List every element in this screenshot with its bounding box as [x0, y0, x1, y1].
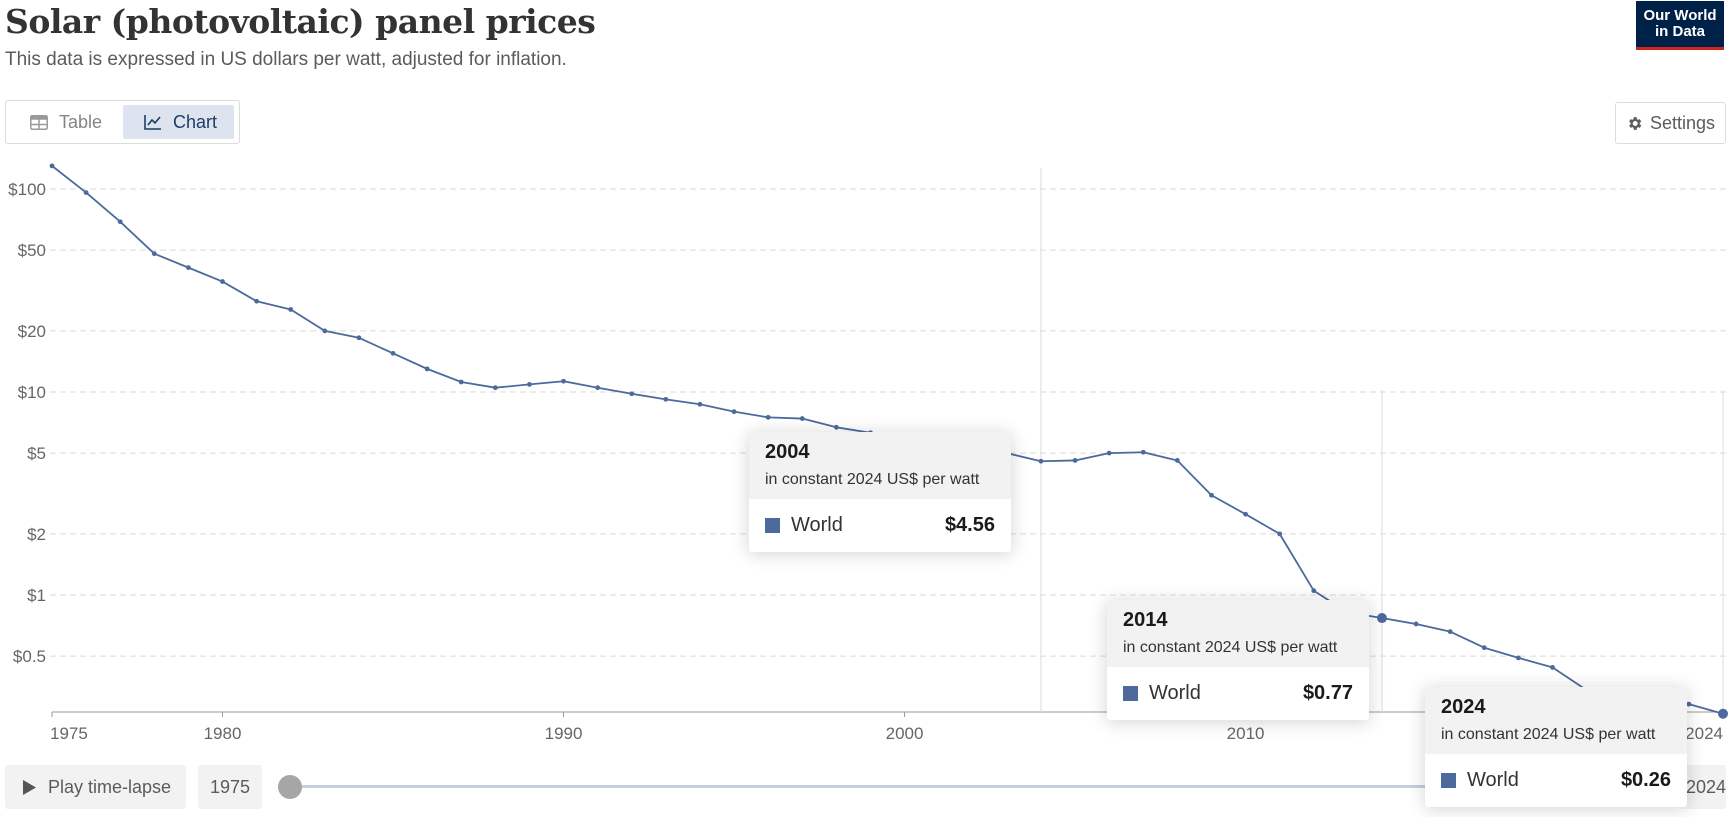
- data-point: [1413, 621, 1419, 627]
- data-point: [1686, 701, 1692, 707]
- tooltip-2024: 2024 in constant 2024 US$ per watt World…: [1425, 687, 1687, 807]
- data-point: [424, 366, 430, 372]
- tooltip-2004: 2004 in constant 2024 US$ per watt World…: [749, 432, 1011, 552]
- settings-label: Settings: [1649, 112, 1716, 133]
- data-point: [322, 328, 328, 334]
- data-point: [1140, 449, 1146, 455]
- settings-button[interactable]: Settings: [1615, 102, 1726, 144]
- data-point: [1481, 645, 1487, 651]
- tab-table[interactable]: Table: [10, 105, 122, 139]
- data-point: [1550, 664, 1555, 670]
- tooltip-entity: World: [791, 514, 843, 536]
- data-point: [1209, 492, 1214, 498]
- y-tick-label: $5: [27, 444, 46, 463]
- legend-swatch: [1123, 686, 1138, 701]
- tooltip-2014: 2014 in constant 2024 US$ per watt World…: [1107, 600, 1369, 720]
- tooltip-unit: in constant 2024 US$ per watt: [765, 471, 980, 488]
- data-point: [1718, 708, 1728, 719]
- data-point: [833, 424, 839, 430]
- play-label: Play time-lapse: [48, 776, 172, 797]
- logo-line-1: Our World: [1643, 7, 1717, 24]
- data-point: [527, 382, 532, 387]
- data-point: [629, 391, 635, 397]
- y-tick-label: $100: [8, 180, 46, 199]
- tooltip-value: $0.26: [1620, 769, 1671, 791]
- timeline-start-year[interactable]: 1975: [198, 765, 262, 809]
- timeline-end-year[interactable]: 2024: [1680, 765, 1726, 809]
- tooltip-value: $0.77: [1302, 682, 1353, 704]
- tooltip-unit: in constant 2024 US$ per watt: [1123, 639, 1338, 656]
- timeline-slider-track[interactable]: [290, 785, 1690, 788]
- data-point: [390, 350, 396, 356]
- x-tick-label: 2000: [886, 724, 924, 743]
- tooltip-year: 2014: [1123, 609, 1168, 631]
- data-point: [731, 409, 737, 415]
- gear-icon: [1629, 116, 1642, 130]
- data-point: [83, 190, 89, 195]
- data-point: [561, 378, 566, 384]
- data-point: [1072, 458, 1078, 463]
- y-tick-label: $0.5: [13, 647, 46, 666]
- data-point: [49, 163, 55, 169]
- line-chart-icon: [144, 115, 161, 130]
- timeline-slider-handle[interactable]: [278, 775, 302, 799]
- y-tick-label: $1: [27, 586, 46, 605]
- data-point: [186, 265, 191, 271]
- data-point: [254, 298, 260, 304]
- data-point: [799, 416, 805, 421]
- data-point: [595, 385, 601, 391]
- x-tick-label: 2010: [1227, 724, 1265, 743]
- x-tick-label: 2024: [1685, 724, 1723, 743]
- data-point: [1106, 450, 1112, 456]
- data-point: [1311, 588, 1317, 594]
- data-point: [1243, 511, 1248, 517]
- tooltip-value: $4.56: [944, 514, 995, 536]
- legend-swatch: [1441, 773, 1456, 788]
- data-point: [765, 414, 771, 420]
- tooltip-year: 2004: [765, 441, 810, 463]
- data-point: [1447, 629, 1453, 635]
- data-point: [1277, 531, 1283, 537]
- data-point: [458, 379, 464, 385]
- tooltip-entity: World: [1467, 769, 1519, 791]
- x-tick-label: 1975: [50, 724, 88, 743]
- line-chart[interactable]: $100 $50 $20 $10 $5 $2 $1 $0.5 1975 1980 1990 2000 2…: [0, 160, 1731, 760]
- y-tick-label: $50: [18, 241, 46, 260]
- chart-subtitle: This data is expressed in US dollars per…: [5, 49, 567, 70]
- y-tick-label: $2: [27, 525, 46, 544]
- data-point: [151, 251, 157, 257]
- table-icon: [30, 114, 48, 130]
- play-icon: [23, 779, 36, 795]
- owid-logo[interactable]: Our World in Data: [1636, 1, 1724, 50]
- logo-line-2: in Data: [1654, 23, 1705, 40]
- play-timelapse-button[interactable]: Play time-lapse: [5, 765, 186, 809]
- chart-title: Solar (photovoltaic) panel prices: [5, 2, 596, 41]
- data-point: [288, 307, 294, 312]
- view-tabs: Table Chart: [5, 100, 240, 144]
- x-tick-label: 1980: [204, 724, 242, 743]
- data-point: [356, 335, 362, 341]
- data-point: [492, 385, 498, 391]
- tab-table-label: Table: [59, 111, 103, 132]
- tooltip-entity: World: [1149, 682, 1201, 704]
- data-point: [697, 401, 703, 407]
- tab-chart-label: Chart: [173, 111, 218, 132]
- y-tick-label: $20: [18, 322, 46, 341]
- data-point: [663, 396, 669, 402]
- data-point: [1515, 655, 1521, 661]
- tab-chart[interactable]: Chart: [123, 105, 234, 139]
- legend-swatch: [765, 518, 780, 533]
- x-tick-label: 1990: [545, 724, 583, 743]
- data-point: [1174, 458, 1180, 463]
- tooltip-unit: in constant 2024 US$ per watt: [1441, 726, 1656, 743]
- data-point: [117, 219, 123, 225]
- data-point: [220, 279, 225, 284]
- data-point: [1038, 458, 1044, 464]
- tooltip-year: 2024: [1441, 696, 1486, 718]
- y-tick-label: $10: [18, 383, 46, 402]
- data-point: [1376, 613, 1387, 624]
